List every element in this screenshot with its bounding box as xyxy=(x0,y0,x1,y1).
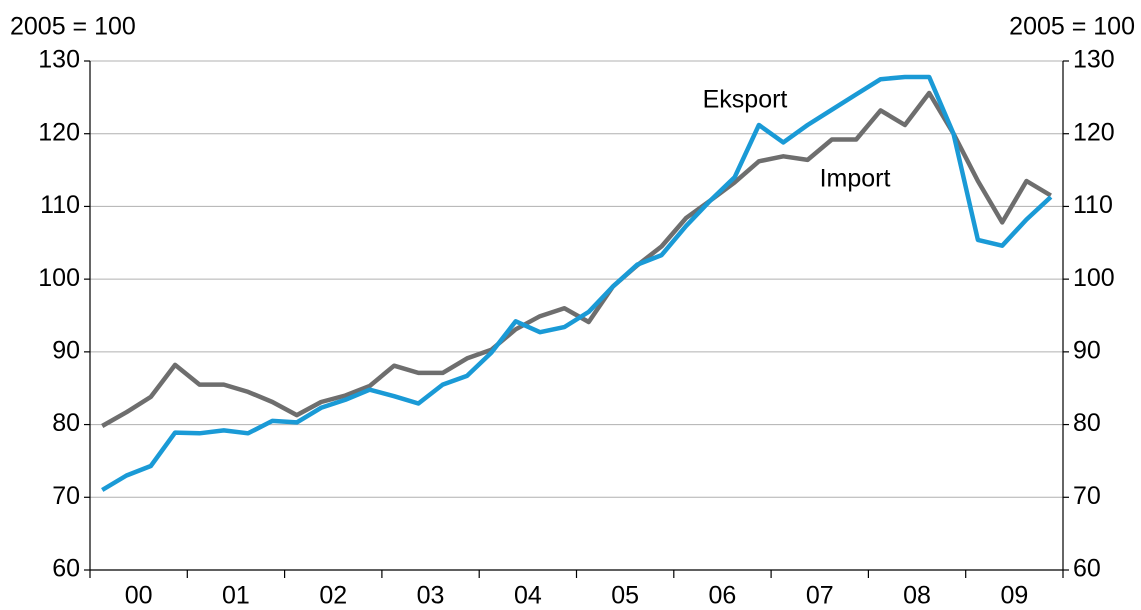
x-tick-label: 00 xyxy=(125,582,153,610)
annotation: Import xyxy=(820,165,891,193)
x-tick-label: 07 xyxy=(806,582,834,610)
y2-tick-label: 60 xyxy=(1073,555,1101,583)
y2-tick-label: 80 xyxy=(1073,409,1101,437)
y2-tick-label: 110 xyxy=(1073,191,1113,219)
x-tick-label: 01 xyxy=(222,582,250,610)
x-tick-label: 03 xyxy=(417,582,445,610)
y-tick-label: 70 xyxy=(52,482,80,510)
x-tick-label: 09 xyxy=(1000,582,1028,610)
y-tick-label: 60 xyxy=(52,555,80,583)
y2-axis-label: 2005 = 100 xyxy=(1009,13,1135,41)
x-tick-label: 06 xyxy=(709,582,737,610)
y-tick-label: 90 xyxy=(52,336,80,364)
y-axis-label: 2005 = 100 xyxy=(10,13,136,41)
y2-tick-label: 130 xyxy=(1073,46,1115,74)
y-tick-label: 110 xyxy=(40,191,80,219)
y-tick-label: 100 xyxy=(38,264,80,292)
y-tick-label: 130 xyxy=(38,46,80,74)
y2-tick-label: 100 xyxy=(1073,264,1115,292)
y2-tick-label: 120 xyxy=(1073,118,1115,146)
y2-tick-label: 90 xyxy=(1073,336,1101,364)
y-tick-label: 120 xyxy=(38,118,80,146)
x-tick-label: 08 xyxy=(903,582,931,610)
y-tick-label: 80 xyxy=(52,409,80,437)
series-line xyxy=(101,74,1053,492)
annotation: Eksport xyxy=(703,86,788,114)
y2-tick-label: 70 xyxy=(1073,482,1101,510)
x-tick-label: 04 xyxy=(514,582,542,610)
x-tick-label: 02 xyxy=(319,582,347,610)
series-line xyxy=(101,90,1052,428)
x-tick-label: 05 xyxy=(611,582,639,610)
